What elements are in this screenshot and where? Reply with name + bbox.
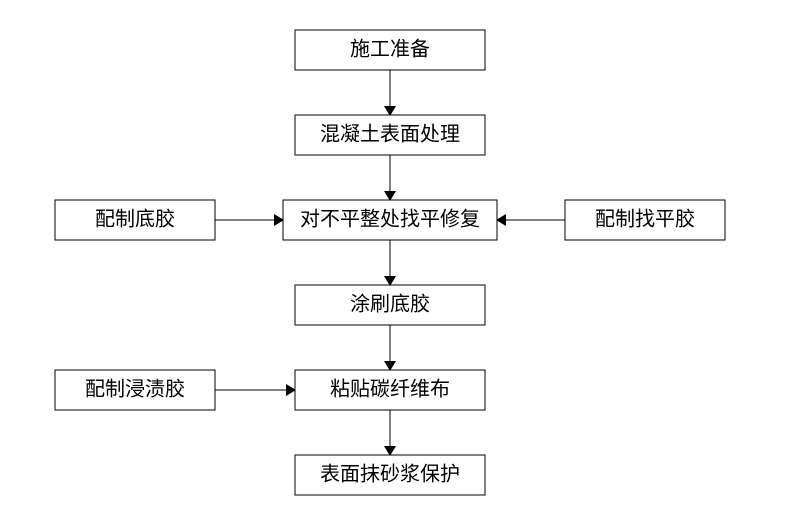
flow-node-n3: 对不平整处找平修复 bbox=[283, 200, 497, 240]
flow-node-label: 粘贴碳纤维布 bbox=[330, 378, 450, 401]
flow-node-n2: 混凝土表面处理 bbox=[295, 115, 485, 155]
flow-node-n6: 表面抹砂浆保护 bbox=[295, 455, 485, 495]
flow-node-label: 施工准备 bbox=[350, 38, 430, 61]
flow-node-n1: 施工准备 bbox=[295, 30, 485, 70]
flowchart-canvas: 施工准备混凝土表面处理对不平整处找平修复涂刷底胶粘贴碳纤维布表面抹砂浆保护 配制底… bbox=[0, 0, 800, 530]
flow-node-label: 混凝土表面处理 bbox=[320, 123, 460, 146]
flow-node-label: 配制浸渍胶 bbox=[85, 378, 185, 401]
flow-node-s3: 配制浸渍胶 bbox=[55, 370, 215, 410]
flow-node-s2: 配制找平胶 bbox=[565, 200, 725, 240]
flow-node-label: 涂刷底胶 bbox=[350, 293, 430, 316]
flow-node-label: 对不平整处找平修复 bbox=[300, 208, 480, 231]
flow-node-n5: 粘贴碳纤维布 bbox=[295, 370, 485, 410]
flow-node-label: 表面抹砂浆保护 bbox=[320, 463, 460, 486]
flow-node-label: 配制底胶 bbox=[95, 208, 175, 231]
flow-node-label: 配制找平胶 bbox=[595, 208, 695, 231]
flow-node-s1: 配制底胶 bbox=[55, 200, 215, 240]
flow-node-n4: 涂刷底胶 bbox=[295, 285, 485, 325]
